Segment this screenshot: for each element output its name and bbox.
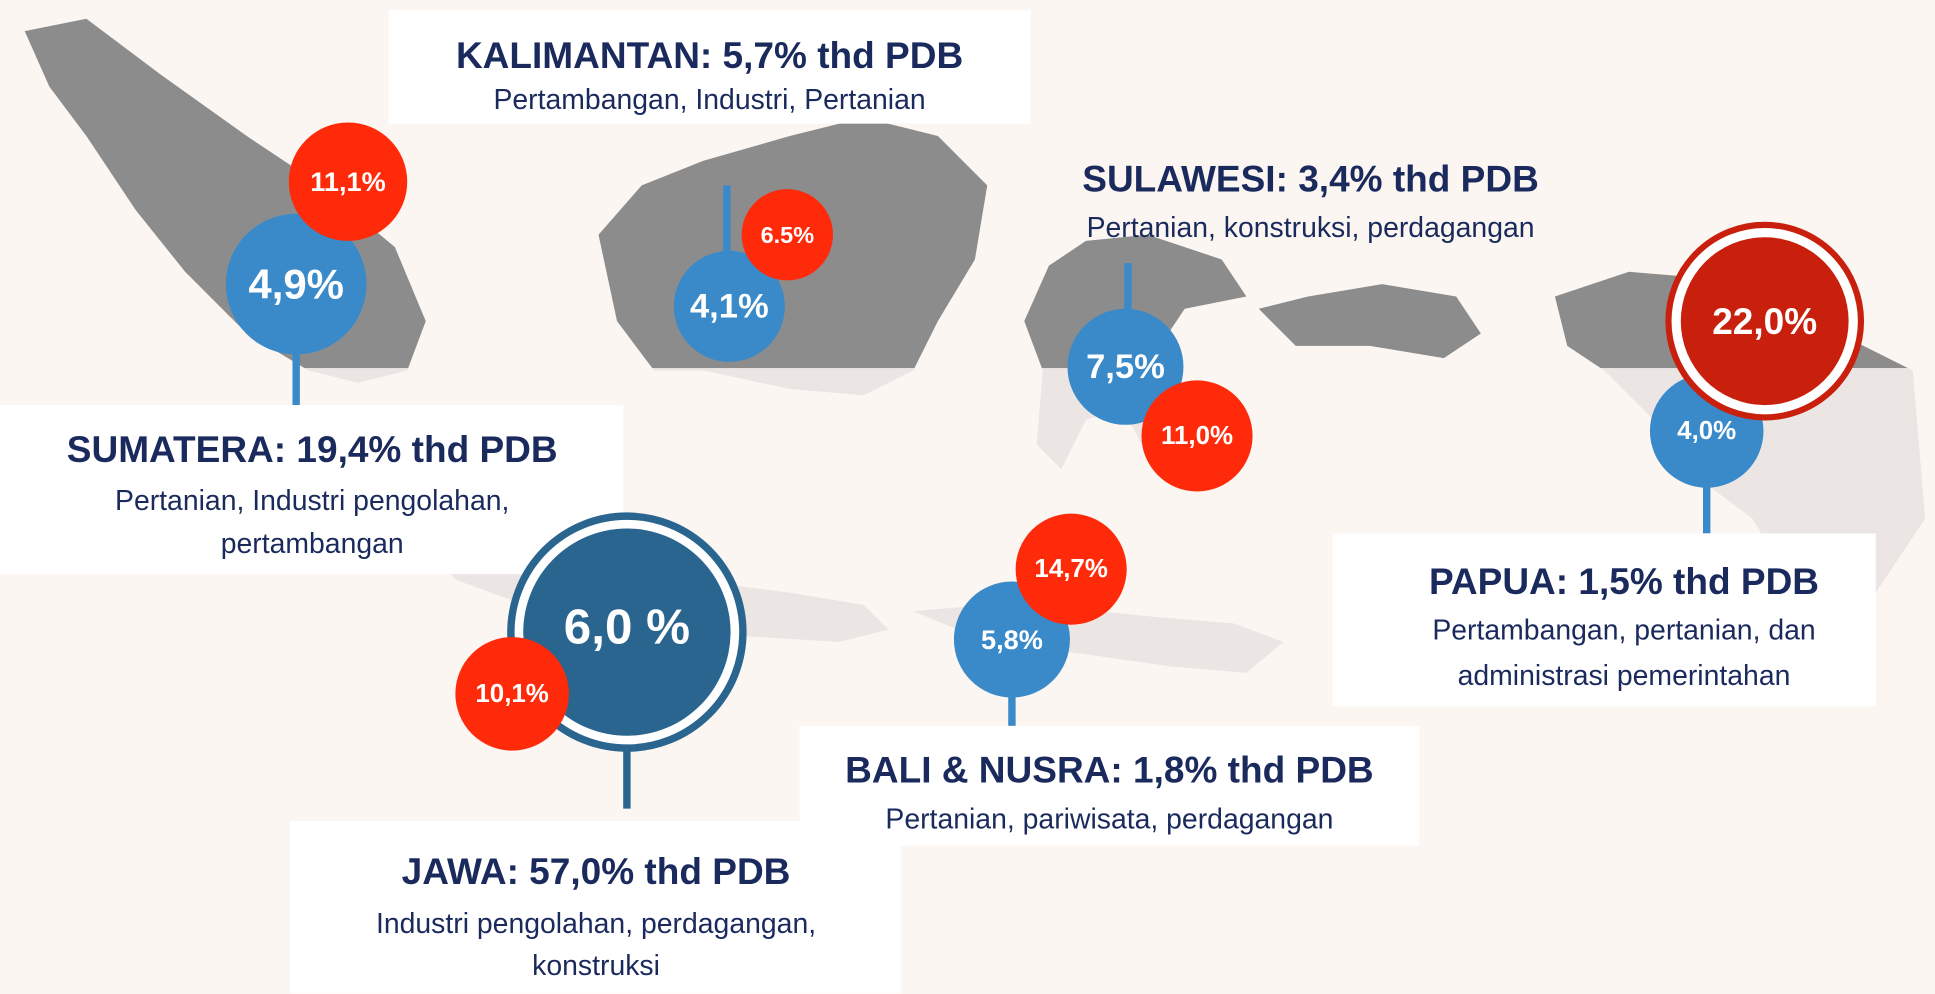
poverty-label: 11,1% bbox=[310, 166, 385, 197]
region-sectors: Pertambangan, pertanian, dan bbox=[1432, 615, 1815, 647]
growth-circle bbox=[673, 250, 785, 362]
poverty-label: 22,0% bbox=[1712, 300, 1817, 342]
region-sectors: Industri pengolahan, perdagangan, bbox=[376, 908, 816, 940]
region-title: JAWA: 57,0% thd PDB bbox=[402, 850, 791, 892]
region-sectors: Pertambangan, Industri, Pertanian bbox=[493, 84, 925, 116]
label-box bbox=[290, 820, 901, 994]
poverty-circle bbox=[455, 637, 569, 751]
growth-label: 4,0% bbox=[1677, 417, 1736, 445]
poverty-circle bbox=[741, 189, 833, 281]
region-sectors: pertambangan bbox=[221, 528, 404, 560]
growth-label: 6,0 % bbox=[564, 600, 690, 655]
region-sectors: Pertanian, pariwisata, perdagangan bbox=[885, 803, 1333, 835]
region-sectors: Pertanian, Industri pengolahan, bbox=[115, 485, 509, 517]
poverty-label: 10,1% bbox=[475, 680, 548, 708]
growth-circle bbox=[225, 213, 367, 355]
growth-label: 4,9% bbox=[248, 261, 344, 308]
growth-circle bbox=[523, 528, 731, 736]
poverty-circle bbox=[1680, 237, 1849, 406]
label-box bbox=[388, 10, 1031, 124]
boxes bbox=[0, 10, 1876, 994]
stems bbox=[292, 185, 1711, 809]
label-box bbox=[1332, 533, 1876, 707]
poverty-circle bbox=[1141, 380, 1253, 492]
poverty-label: 6.5% bbox=[761, 222, 815, 248]
growth-circle bbox=[1067, 308, 1184, 425]
maluku-shape bbox=[1258, 284, 1481, 359]
poverty-label: 11,0% bbox=[1161, 422, 1233, 450]
label-box bbox=[0, 405, 624, 575]
region-title: SULAWESI: 3,4% thd PDB bbox=[1082, 158, 1539, 200]
region-sectors: administrasi pemerintahan bbox=[1458, 660, 1791, 692]
poverty-label: 14,7% bbox=[1034, 555, 1107, 583]
poverty-circle bbox=[288, 122, 408, 241]
region-sectors: Pertanian, konstruksi, perdagangan bbox=[1087, 212, 1535, 244]
region-title: SUMATERA: 19,4% thd PDB bbox=[67, 428, 558, 470]
region-title: KALIMANTAN: 5,7% thd PDB bbox=[456, 34, 963, 76]
label-box bbox=[799, 725, 1420, 846]
region-title: PAPUA: 1,5% thd PDB bbox=[1429, 560, 1819, 602]
growth-label: 4,1% bbox=[690, 287, 769, 325]
growth-label: 7,5% bbox=[1086, 348, 1165, 386]
region-title: BALI & NUSRA: 1,8% thd PDB bbox=[845, 749, 1374, 791]
region-sectors: konstruksi bbox=[532, 950, 660, 982]
growth-label: 5,8% bbox=[981, 624, 1043, 655]
poverty-circle bbox=[1015, 513, 1127, 625]
